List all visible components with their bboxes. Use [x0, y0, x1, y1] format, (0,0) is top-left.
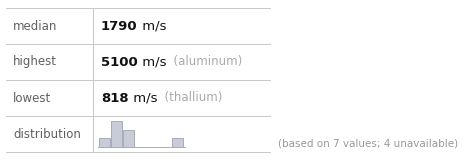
Bar	[99, 138, 110, 147]
Text: (thallium): (thallium)	[157, 92, 222, 104]
Text: (based on 7 values; 4 unavailable): (based on 7 values; 4 unavailable)	[278, 139, 458, 149]
Text: m/s: m/s	[129, 92, 157, 104]
Text: m/s: m/s	[138, 56, 166, 69]
Text: (aluminum): (aluminum)	[166, 56, 242, 69]
Text: distribution: distribution	[13, 127, 81, 140]
Text: lowest: lowest	[13, 92, 51, 104]
Bar	[172, 138, 183, 147]
Text: 818: 818	[101, 92, 129, 104]
Bar	[123, 130, 134, 147]
Bar	[111, 121, 122, 147]
Text: 1790: 1790	[101, 19, 138, 33]
Bar	[6, 8, 270, 152]
Text: highest: highest	[13, 56, 57, 69]
Text: median: median	[13, 19, 58, 33]
Text: m/s: m/s	[138, 19, 166, 33]
Text: 5100: 5100	[101, 56, 138, 69]
